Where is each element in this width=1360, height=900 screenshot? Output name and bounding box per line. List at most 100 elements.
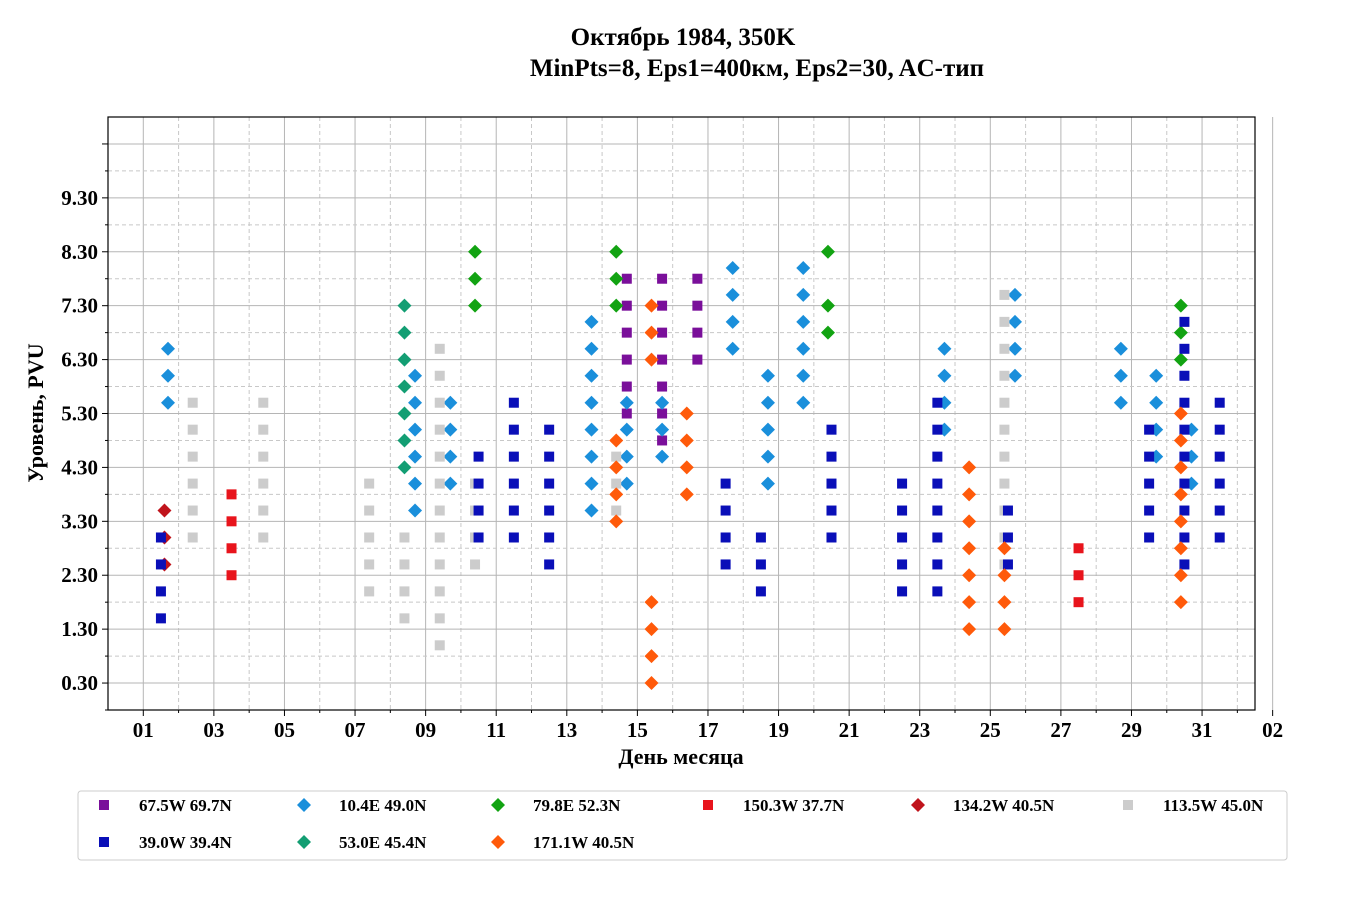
- legend-box: [77, 790, 1288, 861]
- legend-label: 67.5W 69.7N: [139, 796, 232, 815]
- data-point: [544, 478, 555, 489]
- data-point: [434, 559, 445, 570]
- data-point: [1173, 325, 1188, 340]
- data-point: [644, 595, 659, 610]
- data-point: [962, 595, 977, 610]
- data-point: [820, 298, 835, 313]
- data-point: [544, 559, 555, 570]
- data-point: [443, 395, 458, 410]
- data-point: [1008, 314, 1023, 329]
- data-point: [609, 433, 624, 448]
- data-point: [473, 532, 484, 543]
- data-point: [1179, 559, 1190, 570]
- data-point: [655, 395, 670, 410]
- data-point: [1179, 451, 1190, 462]
- data-point: [1214, 424, 1225, 435]
- data-point: [760, 368, 775, 383]
- data-point: [897, 532, 908, 543]
- x-tick-label: 27: [1050, 718, 1071, 742]
- data-point: [1179, 505, 1190, 516]
- x-tick-label: 07: [345, 718, 366, 742]
- data-point: [962, 541, 977, 556]
- data-point: [609, 271, 624, 286]
- data-point: [725, 287, 740, 302]
- data-point: [1173, 568, 1188, 583]
- data-point: [508, 505, 519, 516]
- legend-marker: [1123, 800, 1133, 810]
- y-tick-label: 4.30: [61, 455, 98, 479]
- data-point: [434, 505, 445, 516]
- data-point: [584, 449, 599, 464]
- data-point: [408, 368, 423, 383]
- data-point: [644, 325, 659, 340]
- data-point: [1073, 597, 1084, 608]
- data-point: [619, 422, 634, 437]
- data-point: [187, 505, 198, 516]
- legend-label: 134.2W 40.5N: [953, 796, 1055, 815]
- data-point: [1179, 343, 1190, 354]
- data-point: [434, 613, 445, 624]
- data-point: [157, 503, 172, 518]
- legend-marker: [297, 835, 311, 849]
- data-point: [1113, 368, 1128, 383]
- legend-marker: [703, 800, 713, 810]
- data-point: [364, 586, 375, 597]
- data-point: [434, 451, 445, 462]
- legend-label: 150.3W 37.7N: [743, 796, 845, 815]
- data-point: [796, 341, 811, 356]
- data-point: [932, 424, 943, 435]
- data-point: [584, 476, 599, 491]
- data-point: [937, 368, 952, 383]
- data-point: [187, 424, 198, 435]
- data-point: [1173, 487, 1188, 502]
- data-point: [1173, 595, 1188, 610]
- data-point: [399, 559, 410, 570]
- data-point: [508, 478, 519, 489]
- data-point: [1149, 395, 1164, 410]
- y-tick-label: 1.30: [61, 617, 98, 641]
- data-point: [160, 368, 175, 383]
- chart-title: Октябрь 1984, 350K: [571, 24, 796, 51]
- data-point: [932, 478, 943, 489]
- data-point: [1002, 532, 1013, 543]
- data-point: [584, 314, 599, 329]
- data-point: [755, 532, 766, 543]
- data-point: [609, 514, 624, 529]
- data-point: [962, 568, 977, 583]
- data-point: [1144, 532, 1155, 543]
- data-point: [584, 395, 599, 410]
- data-point: [962, 487, 977, 502]
- data-point: [397, 379, 412, 394]
- data-point: [621, 273, 632, 284]
- data-point: [434, 343, 445, 354]
- data-point: [720, 478, 731, 489]
- data-point: [508, 532, 519, 543]
- data-point: [1002, 559, 1013, 570]
- data-point: [258, 532, 269, 543]
- data-point: [1179, 316, 1190, 327]
- data-point: [258, 451, 269, 462]
- data-point: [657, 300, 668, 311]
- x-tick-label: 25: [980, 718, 1001, 742]
- data-point: [609, 460, 624, 475]
- data-point: [999, 343, 1010, 354]
- data-point: [258, 505, 269, 516]
- data-point: [999, 424, 1010, 435]
- data-point: [399, 613, 410, 624]
- data-point: [655, 422, 670, 437]
- data-point: [226, 543, 237, 554]
- data-point: [434, 397, 445, 408]
- data-point: [399, 532, 410, 543]
- data-point: [397, 406, 412, 421]
- x-tick-label: 19: [768, 718, 789, 742]
- data-point: [621, 354, 632, 365]
- data-point: [364, 478, 375, 489]
- x-tick-label: 29: [1121, 718, 1142, 742]
- grid: [108, 117, 1274, 711]
- data-point: [226, 570, 237, 581]
- data-point: [584, 341, 599, 356]
- data-point: [621, 300, 632, 311]
- data-point: [155, 559, 166, 570]
- x-tick-label: 17: [697, 718, 718, 742]
- data-point: [226, 489, 237, 500]
